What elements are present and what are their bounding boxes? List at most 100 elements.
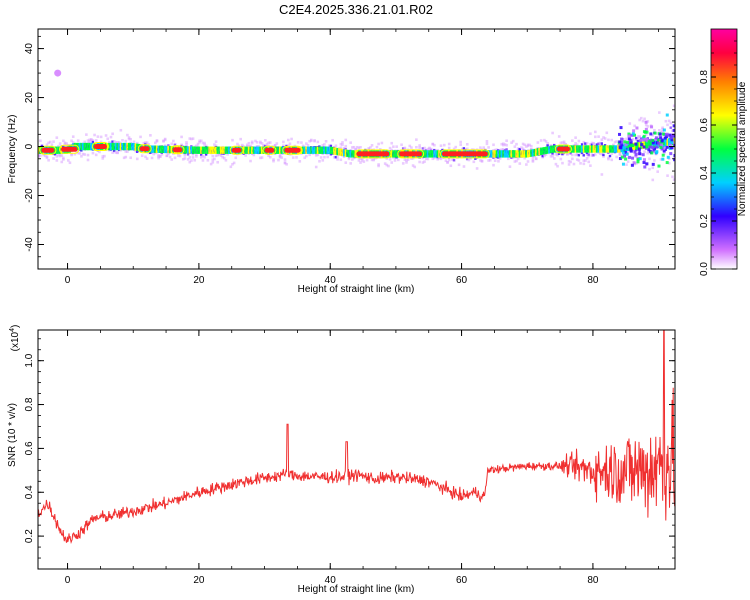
- snr-y-tick-label: 0.8: [24, 397, 35, 411]
- heatmap-halo-cell: [285, 162, 288, 166]
- heatmap-core-cell: [338, 148, 341, 156]
- heatmap-noise-cell: [636, 158, 640, 162]
- heatmap-core-cell: [520, 150, 523, 158]
- heatmap-halo-cell: [305, 154, 308, 158]
- heatmap-halo-cell: [459, 143, 462, 147]
- heatmap-halo-cell: [577, 139, 581, 143]
- heatmap-halo-cell: [191, 152, 195, 156]
- heatmap-halo-cell: [96, 135, 100, 138]
- heatmap-halo-cell: [231, 138, 234, 142]
- heatmap-cell: [635, 148, 638, 152]
- heatmap-core-cell: [423, 150, 426, 158]
- colorbar-gradient: [710, 28, 738, 270]
- heatmap-core-cell: [185, 146, 188, 154]
- heatmap-halo-cell: [181, 157, 185, 161]
- heatmap-halo-cell: [531, 158, 535, 162]
- heatmap-core-cell: [306, 146, 310, 154]
- heatmap-halo-cell: [607, 157, 610, 161]
- heatmap-halo-cell: [116, 140, 119, 144]
- heatmap-halo-cell: [76, 139, 80, 142]
- snr-x-tick-label: 40: [325, 575, 337, 586]
- heatmap-halo-cell: [505, 139, 508, 143]
- heatmap-halo-cell: [52, 140, 55, 143]
- heatmap-halo-cell: [500, 148, 504, 151]
- heatmap-peak-ring: [39, 145, 57, 155]
- heatmap-halo-cell: [177, 154, 180, 157]
- heatmap-halo-cell: [211, 158, 215, 162]
- heatmap-halo-cell: [503, 143, 507, 146]
- heatmap-cell: [401, 147, 405, 150]
- heatmap-noise-cell: [631, 156, 635, 160]
- heatmap-noise-cell: [618, 140, 622, 144]
- heatmap-noise-cell: [642, 145, 646, 149]
- heatmap-halo-cell: [465, 147, 469, 151]
- heatmap-core-cell: [664, 138, 668, 147]
- heatmap-halo-cell: [203, 141, 206, 145]
- heatmap-halo-cell: [354, 148, 357, 151]
- heatmap-halo-cell: [638, 118, 641, 122]
- heatmap-cell: [600, 142, 603, 145]
- heatmap-halo-cell: [62, 139, 65, 143]
- heatmap-halo-cell: [260, 156, 264, 159]
- heatmap-cell: [60, 145, 63, 148]
- heatmap-halo-cell: [214, 154, 218, 158]
- heatmap-halo-cell: [438, 156, 441, 160]
- heatmap-cell: [433, 148, 436, 152]
- spectrogram-x-label: Height of straight line (km): [298, 284, 415, 295]
- heatmap-noise-cell: [665, 161, 669, 165]
- heatmap-cell: [644, 147, 648, 150]
- heatmap-noise-cell: [662, 139, 666, 143]
- heatmap-noise-cell: [643, 165, 647, 169]
- heatmap-noise-cell: [628, 138, 632, 142]
- heatmap-halo-cell: [607, 138, 610, 142]
- heatmap-halo-cell: [511, 156, 515, 160]
- colorbar-tick-label: 0.2: [699, 214, 710, 228]
- heatmap-core-cell: [154, 145, 157, 153]
- heatmap-halo-cell: [561, 161, 564, 165]
- heatmap-halo-cell: [122, 156, 126, 160]
- heatmap-noise-cell: [625, 152, 629, 156]
- heatmap-halo-cell: [610, 152, 614, 155]
- heatmap-halo-cell: [114, 141, 118, 144]
- heatmap-halo-cell: [195, 144, 198, 148]
- heatmap-halo-cell: [571, 157, 574, 161]
- heatmap-core-cell: [538, 147, 541, 156]
- heatmap-halo-cell: [234, 156, 238, 160]
- heatmap-halo-cell: [216, 153, 220, 157]
- heatmap-halo-cell: [421, 161, 425, 164]
- heatmap-core-cell: [165, 145, 168, 154]
- heatmap-noise-cell: [655, 141, 659, 145]
- heatmap-core-cell: [280, 146, 283, 154]
- heatmap-core-cell: [513, 150, 516, 158]
- heatmap-halo-cell: [119, 128, 123, 132]
- heatmap-peak-ring: [282, 145, 303, 155]
- heatmap-core-cell: [328, 146, 331, 154]
- heatmap-core-cell: [73, 142, 76, 151]
- heatmap-cell: [173, 143, 177, 147]
- heatmap-halo-cell: [671, 129, 674, 132]
- heatmap-halo-cell: [259, 156, 262, 160]
- heatmap-halo-cell: [201, 141, 205, 145]
- heatmap-halo-cell: [344, 138, 348, 142]
- heatmap-halo-cell: [552, 157, 556, 160]
- heatmap-halo-cell: [403, 158, 407, 161]
- heatmap-halo-cell: [461, 147, 464, 151]
- snr-x-tick-label: 0: [65, 575, 71, 586]
- heatmap-noise-cell: [665, 113, 669, 117]
- heatmap-halo-cell: [214, 144, 218, 148]
- heatmap-halo-cell: [201, 159, 205, 162]
- heatmap-halo-cell: [203, 143, 206, 146]
- heatmap-halo-cell: [536, 141, 540, 144]
- heatmap-core-cell: [354, 150, 357, 158]
- heatmap-halo-cell: [328, 144, 331, 148]
- heatmap-halo-cell: [472, 160, 476, 164]
- heatmap-halo-cell: [406, 158, 410, 162]
- heatmap-halo-cell: [592, 142, 595, 146]
- heatmap-halo-cell: [65, 142, 68, 145]
- heatmap-halo-cell: [283, 158, 287, 161]
- heatmap-halo-cell: [347, 157, 351, 161]
- heatmap-noise-cell: [638, 157, 642, 161]
- spectrogram-y-tick-label: 20: [24, 92, 35, 104]
- heatmap-cell: [595, 143, 599, 146]
- heatmap-halo-cell: [410, 146, 413, 149]
